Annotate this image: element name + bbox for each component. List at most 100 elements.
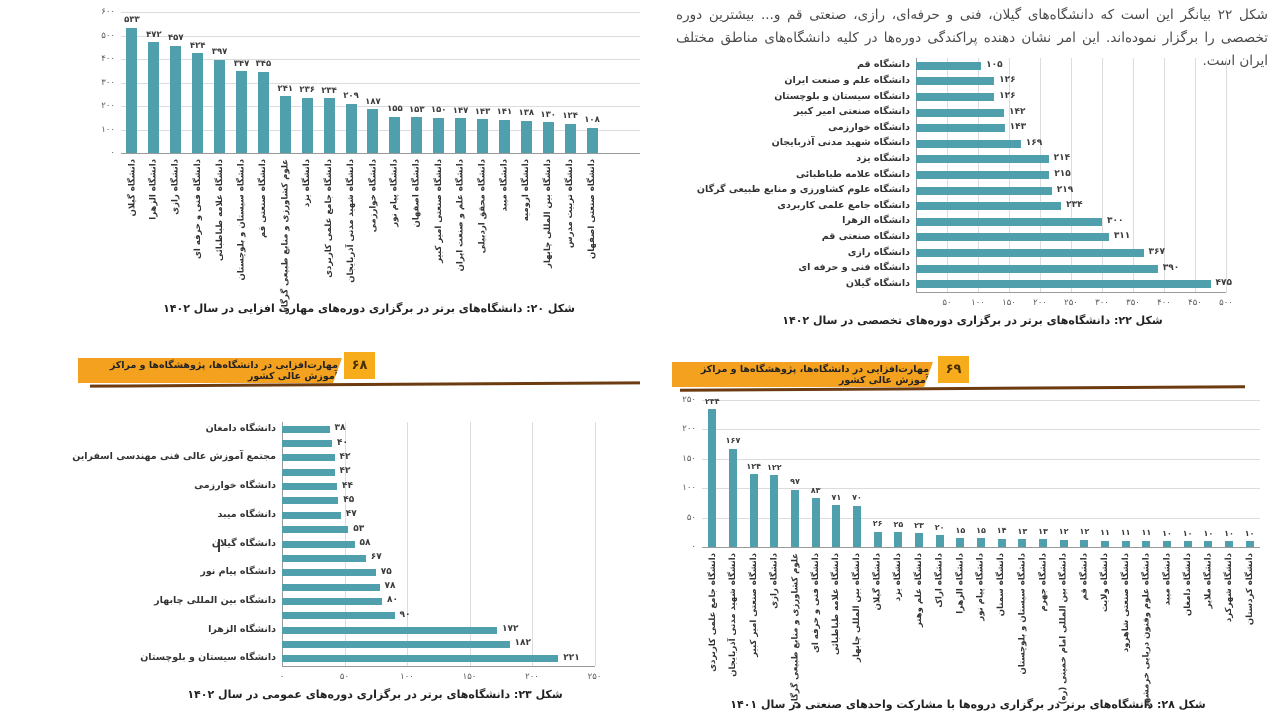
gridline bbox=[594, 422, 596, 666]
bar bbox=[894, 532, 903, 547]
bar-value-label: ۳۰۰ bbox=[1107, 215, 1124, 226]
axis-tick-label: ۱۰۰ bbox=[682, 483, 696, 494]
bar-value-label: ۱۳۰ bbox=[540, 109, 556, 120]
bar-value-label: ۲۰ bbox=[934, 522, 945, 532]
bar-value-label: ۱۰۵ bbox=[986, 59, 1003, 70]
bar-value-label: ۲۱۹ bbox=[1056, 184, 1074, 195]
figure-23-caption: شکل ۲۳: دانشگاه‌های برتر در برگزاری دوره… bbox=[187, 688, 563, 701]
bar bbox=[1142, 540, 1151, 547]
bar bbox=[916, 139, 1021, 148]
bar-value-label: ۱۲ bbox=[1058, 527, 1069, 537]
bar bbox=[282, 640, 510, 648]
gridline bbox=[1164, 58, 1165, 292]
category-label: دانشگاه سمنان bbox=[996, 553, 1007, 617]
bar-value-label: ۱۰ bbox=[1244, 528, 1255, 538]
category-label: دانشگاه الزهرا bbox=[955, 553, 966, 614]
bar bbox=[1039, 539, 1047, 547]
bar bbox=[301, 97, 313, 153]
bar bbox=[148, 42, 160, 153]
gridline bbox=[407, 422, 408, 666]
axis-tick-label: ۲۰۰ bbox=[1033, 298, 1047, 308]
bar-value-label: ۱۲۶ bbox=[999, 91, 1016, 101]
category-label: دانشگاه یزد bbox=[856, 152, 910, 164]
bar-value-label: ۱۱ bbox=[1120, 528, 1131, 538]
bar bbox=[282, 626, 497, 634]
bar-value-label: ۲۰۹ bbox=[343, 91, 359, 102]
figure-20-caption: شکل ۲۰: دانشگاه‌های برتر در برگزاری دوره… bbox=[163, 302, 575, 315]
category-label: علوم کشاورزی و منابع طبیعی گرگان bbox=[790, 553, 800, 709]
bar bbox=[282, 468, 335, 476]
category-label: دانشگاه قم bbox=[856, 59, 910, 71]
bar bbox=[916, 217, 1102, 226]
bar-value-label: ۱۲۲ bbox=[767, 462, 782, 472]
axis-tick-label: ۱۵۰ bbox=[1002, 298, 1016, 308]
bar-value-label: ۴۷۲ bbox=[146, 29, 162, 40]
bar bbox=[282, 425, 330, 433]
bar bbox=[520, 120, 532, 153]
bar-value-label: ۱۱ bbox=[1100, 528, 1110, 538]
bar bbox=[170, 45, 182, 153]
axis-tick-label: ۴۰۰ bbox=[1157, 298, 1171, 308]
bar-value-label: ۳۹۰ bbox=[1162, 262, 1180, 273]
figure-22-chart: شکل ۲۲: دانشگاه‌های برتر در برگزاری دوره… bbox=[680, 58, 1265, 330]
gridline bbox=[702, 458, 1260, 460]
category-label: دانشگاه صنعتی امیر کبیر bbox=[433, 159, 444, 263]
axis-tick-label: ۰ bbox=[691, 542, 696, 552]
bar bbox=[367, 109, 379, 153]
bar bbox=[1018, 539, 1027, 547]
bar bbox=[1080, 539, 1089, 547]
bar-value-label: ۴۲ bbox=[339, 466, 351, 477]
bar bbox=[279, 96, 291, 153]
bar-value-label: ۱۰ bbox=[1182, 528, 1193, 538]
category-label: دانشگاه صنعتی شاهرود bbox=[1120, 553, 1131, 653]
gridline bbox=[702, 429, 1260, 431]
category-label: دانشگاه خوارزمی bbox=[367, 159, 378, 233]
bar-value-label: ۴۷ bbox=[345, 509, 357, 520]
axis-tick-label: ۱۵۰ bbox=[682, 453, 696, 464]
bar-value-label: ۷۵ bbox=[380, 566, 392, 577]
category-label: دانشگاه بین المللی چابهار bbox=[154, 594, 276, 606]
gridline bbox=[1195, 58, 1196, 292]
bar-value-label: ۳۱۱ bbox=[1113, 231, 1131, 242]
category-label: دانشگاه میبد bbox=[217, 508, 277, 520]
axis-tick-label: ۲۵۰ bbox=[682, 395, 696, 405]
figure-28-chart: شکل ۲۸: دانشگاه‌های برتر در برگزاری دروه… bbox=[672, 388, 1264, 720]
category-label: دانشگاه علامه طباطبائی bbox=[214, 159, 225, 261]
bar bbox=[729, 448, 737, 547]
gridline bbox=[121, 12, 640, 13]
bar bbox=[708, 409, 717, 547]
bar bbox=[586, 127, 598, 153]
category-label: دانشگاه رازی bbox=[769, 553, 780, 609]
bar-value-label: ۱۰ bbox=[1224, 528, 1234, 538]
category-label: دانشگاه قم bbox=[1079, 553, 1090, 601]
axis-tick-label: ۲۵۰ bbox=[1064, 298, 1078, 308]
category-label: دانشگاه علامه طباطبائی bbox=[831, 553, 842, 655]
category-label: دانشگاه گیلان bbox=[845, 277, 910, 289]
bar bbox=[916, 108, 1005, 117]
category-label: دانشگاه دامغان bbox=[205, 422, 276, 434]
bar-value-label: ۱۲ bbox=[1079, 527, 1090, 537]
bar bbox=[916, 202, 1062, 211]
bar bbox=[282, 612, 395, 620]
gridline bbox=[121, 82, 640, 84]
category-label: دانشگاه فنی و حرفه ای bbox=[810, 553, 821, 653]
bar bbox=[916, 124, 1005, 133]
bar-value-label: ۲۱۴ bbox=[1053, 153, 1071, 164]
bar bbox=[564, 123, 576, 153]
category-label: دانشگاه الزهرا bbox=[148, 159, 159, 220]
bar bbox=[1225, 541, 1233, 547]
bar-value-label: ۱۵ bbox=[955, 525, 966, 535]
text-cursor-artifact bbox=[218, 539, 220, 552]
bar bbox=[1204, 541, 1213, 547]
axis-tick-label: ۴۰۰ bbox=[101, 54, 115, 64]
category-label: دانشگاه شهید مدنی آذربایجان bbox=[346, 159, 357, 283]
category-label: دانشگاه گیلان bbox=[126, 159, 137, 217]
banner-title: مهارت‌افزایی در دانشگاه‌ها، پژوهشگاه‌ها … bbox=[109, 359, 338, 382]
axis-tick-label: ۲۰۰ bbox=[682, 424, 696, 435]
bar bbox=[345, 103, 357, 153]
category-label: دانشگاه شهید مدنی آذربایجان bbox=[728, 553, 738, 677]
category-label: دانشگاه علم و صنعت ایران bbox=[455, 159, 466, 272]
category-label: دانشگاه اصفهان bbox=[411, 159, 422, 228]
category-label: دانشگاه صنعتی امیر کبیر bbox=[793, 106, 910, 118]
category-label: دانشگاه دامغان bbox=[1182, 553, 1193, 617]
